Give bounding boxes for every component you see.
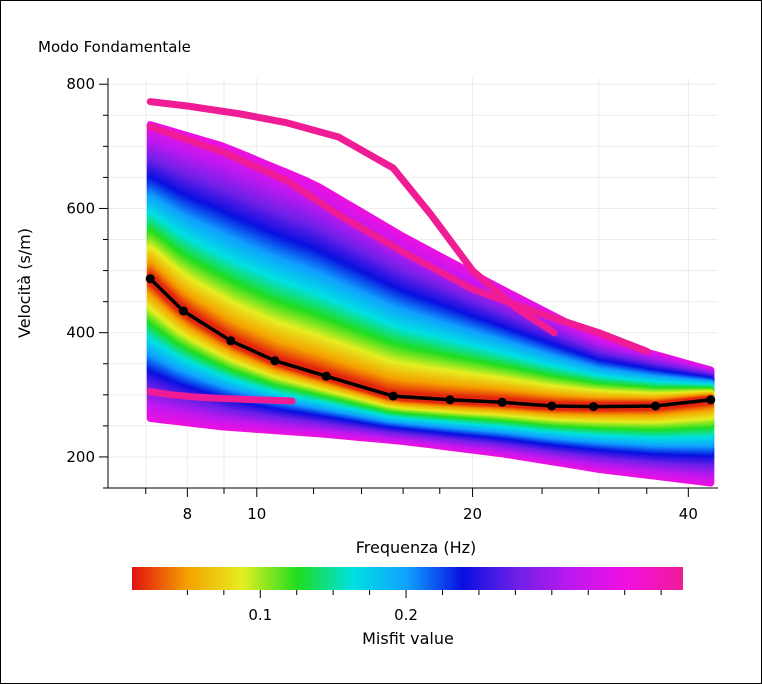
- x-axis-title: Frequenza (Hz): [356, 538, 477, 557]
- best-fit-line: [148, 277, 711, 409]
- chart-title: Modo Fondamentale: [38, 38, 191, 56]
- colorbar: 0.1 0.2: [132, 567, 683, 624]
- x-tick-label: 20: [463, 505, 482, 523]
- colorbar-gradient-bar: [132, 567, 683, 590]
- best-fit-point: [178, 306, 188, 316]
- best-fit-point: [497, 397, 507, 407]
- best-fit-point: [445, 395, 455, 405]
- misfit-ensemble: [146, 121, 715, 487]
- best-fit-point: [226, 336, 236, 346]
- axes: 200 400 600 800 8 10 20 40: [66, 75, 718, 523]
- colorbar-tick-label: 0.2: [394, 606, 418, 624]
- y-axis-title: Velocità (s/m): [15, 228, 34, 338]
- best-fit-point: [388, 391, 398, 401]
- best-fit-point: [547, 401, 557, 411]
- y-tick-label: 600: [66, 199, 95, 217]
- best-fit-point: [651, 401, 660, 411]
- best-fit-point: [321, 371, 331, 381]
- best-fit-point: [145, 274, 155, 284]
- best-fit-curve: [145, 274, 716, 412]
- colorbar-tick-label: 0.1: [248, 606, 272, 624]
- x-tick-label: 10: [247, 505, 266, 523]
- high-misfit-curve: [146, 388, 296, 405]
- high-misfit-curves: [146, 98, 651, 405]
- best-fit-point: [589, 402, 598, 412]
- colorbar-label: Misfit value: [362, 629, 454, 648]
- x-tick-label: 8: [183, 505, 193, 523]
- x-tick-label: 40: [679, 505, 698, 523]
- best-fit-point: [270, 356, 280, 366]
- y-tick-label: 200: [66, 448, 95, 466]
- y-tick-label: 800: [66, 75, 95, 93]
- high-misfit-curve: [146, 123, 651, 355]
- high-misfit-curve: [146, 98, 558, 337]
- best-fit-point: [706, 395, 716, 405]
- y-tick-label: 400: [66, 324, 95, 342]
